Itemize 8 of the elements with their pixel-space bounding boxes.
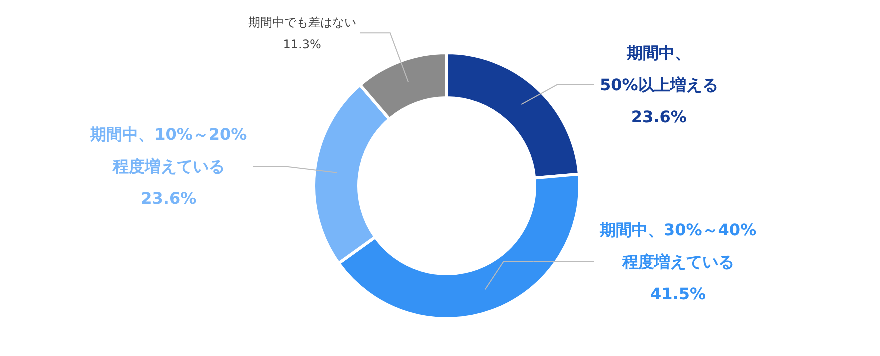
slice-label: 期間中でも差はない [248,15,356,30]
slice-label: 期間中、30%～40% 程度増えている [599,220,757,272]
data-label: 41.5% [650,284,706,304]
slice-label: 期間中、 50%以上増える [600,44,718,95]
slice-label: 期間中、10%～20% 程度増えている [90,125,248,176]
data-label: 23.6% [631,108,687,127]
data-label: 23.6% [141,189,197,208]
data-label: 11.3% [283,37,322,52]
